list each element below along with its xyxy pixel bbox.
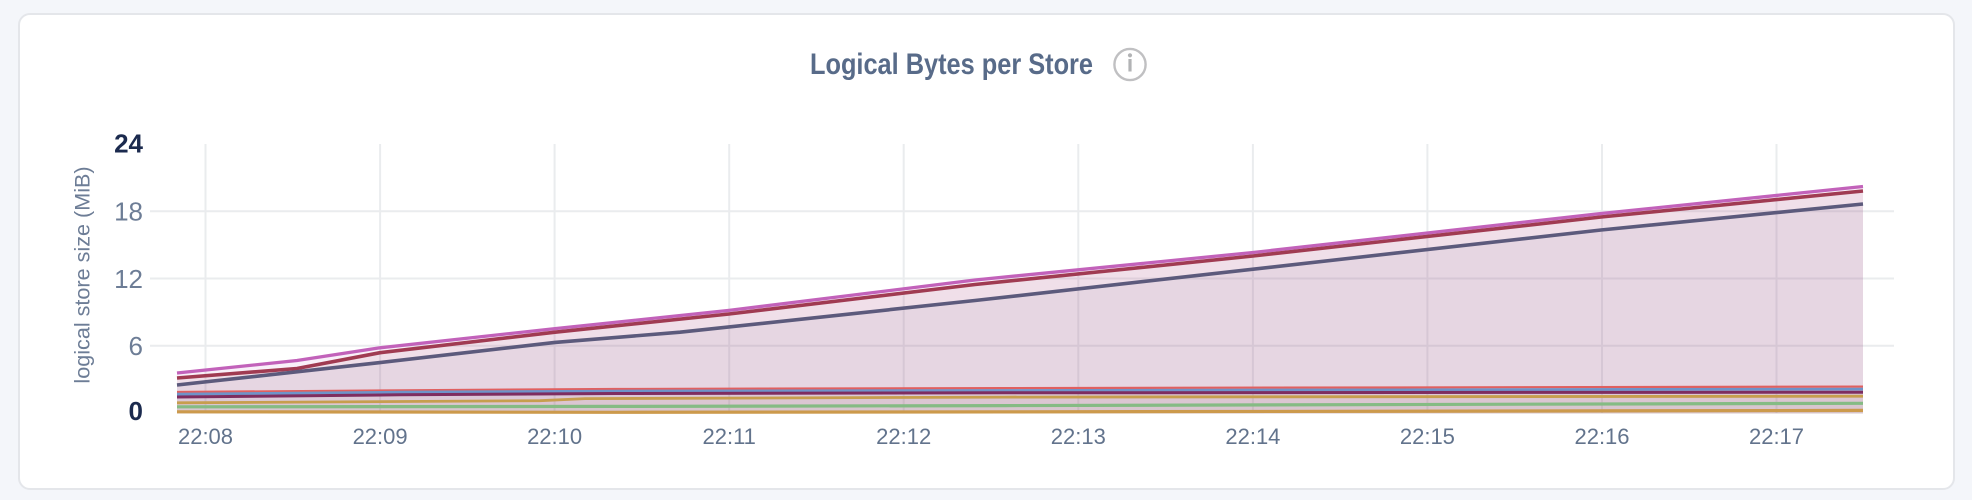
- svg-text:22:11: 22:11: [702, 424, 755, 449]
- svg-text:22:15: 22:15: [1400, 424, 1455, 449]
- svg-text:18: 18: [114, 197, 143, 227]
- svg-text:22:10: 22:10: [527, 424, 582, 449]
- svg-text:22:08: 22:08: [178, 424, 233, 449]
- svg-text:22:12: 22:12: [876, 424, 931, 449]
- svg-text:24: 24: [114, 129, 143, 159]
- svg-text:22:16: 22:16: [1574, 424, 1629, 449]
- svg-text:0: 0: [129, 396, 143, 426]
- svg-text:Logical Bytes per Store: Logical Bytes per Store: [810, 48, 1093, 81]
- svg-text:logical store size (MiB): logical store size (MiB): [70, 166, 95, 383]
- svg-text:22:09: 22:09: [353, 424, 408, 449]
- svg-text:22:14: 22:14: [1225, 424, 1280, 449]
- svg-text:12: 12: [114, 264, 143, 294]
- svg-text:22:13: 22:13: [1051, 424, 1106, 449]
- svg-text:22:17: 22:17: [1749, 424, 1804, 449]
- svg-text:6: 6: [129, 331, 143, 361]
